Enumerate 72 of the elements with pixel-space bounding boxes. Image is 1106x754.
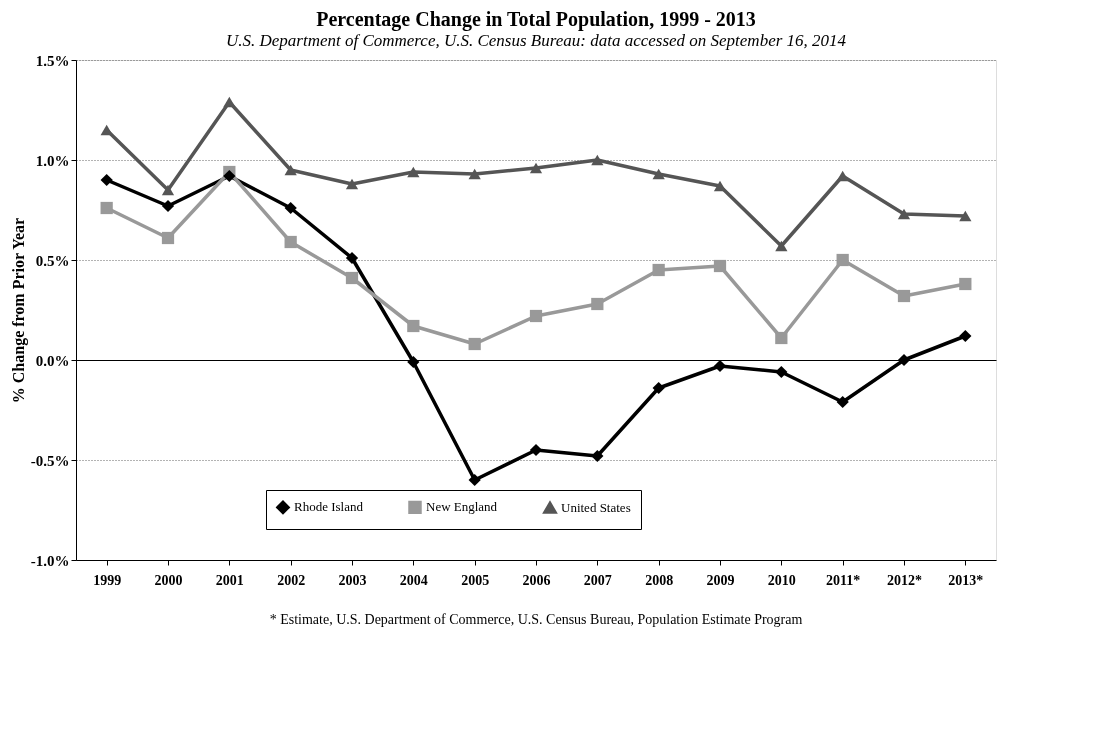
point [345,178,359,190]
x-tick-label: 2009 [706,572,735,588]
point [652,263,665,277]
x-tick-label: 2006 [522,572,551,588]
point [897,208,911,220]
point [591,154,604,166]
point [836,170,849,182]
point [959,329,972,343]
x-tick-label: 2007 [583,572,612,588]
point [223,169,236,183]
point [959,277,972,291]
point [468,473,481,487]
point [897,353,911,367]
point [468,168,481,180]
x-tick-label: 2012* [887,572,922,588]
y-tick-label: -1.0% [30,552,70,569]
point [407,319,420,333]
point [100,201,113,215]
point [591,297,604,311]
point [100,173,113,187]
point [100,124,113,136]
y-tick-label: 0.5% [35,252,70,269]
point [591,449,604,463]
x-tick-label: 2013* [948,572,984,588]
point [775,365,788,379]
y-tick-label: 1.5% [35,52,70,69]
x-tick-label: 2005 [461,572,490,588]
point [713,259,727,273]
point [223,96,236,108]
x-tick-label: 2002 [277,572,306,588]
text: * Estimate, U.S. Department of Commerce, U.S. Census Bureau, Population Estimate Program [269,612,803,627]
point [652,381,665,395]
x-tick-label: 2000 [154,572,183,588]
point [407,166,420,178]
point [775,331,788,345]
point [161,184,175,196]
y-tick-label: -0.5% [30,452,70,469]
chart-title: Percentage Change in Total Population, 1999 - 2013 [316,8,756,31]
chart-subtitle: U.S. Department of Commerce, U.S. Census Bureau: data accessed on September 16, 2014 [225,31,847,50]
point [161,199,175,213]
point [345,251,359,265]
x-tick-label: 2010 [767,572,796,588]
point [713,180,727,192]
legend-label: United States [561,499,631,515]
point [529,309,543,323]
point [407,355,420,369]
point [284,235,297,249]
point [468,337,481,351]
legend-label: New England [426,499,498,515]
x-tick-label: 2004 [399,572,428,588]
point [284,164,297,176]
point [775,240,788,252]
x-tick-label: 2003 [338,572,367,588]
y-axis-title: % Change from Prior Year [9,217,28,404]
point [161,231,175,245]
point [652,168,665,180]
y-tick-label: 1.0% [35,152,70,169]
point [284,201,297,215]
point [529,443,543,457]
y-tick-label: 0.0% [35,352,70,369]
x-tick-label: 2011* [826,572,861,588]
point [836,253,849,267]
x-tick-label: 2008 [645,572,674,588]
point [345,271,359,285]
legend-label: Rhode Island [294,499,364,515]
point [897,289,911,303]
point [836,395,849,409]
point [713,359,727,373]
x-tick-label: 2001 [215,572,244,588]
point [529,162,543,174]
point [959,210,972,222]
x-tick-label: 1999 [93,572,122,588]
